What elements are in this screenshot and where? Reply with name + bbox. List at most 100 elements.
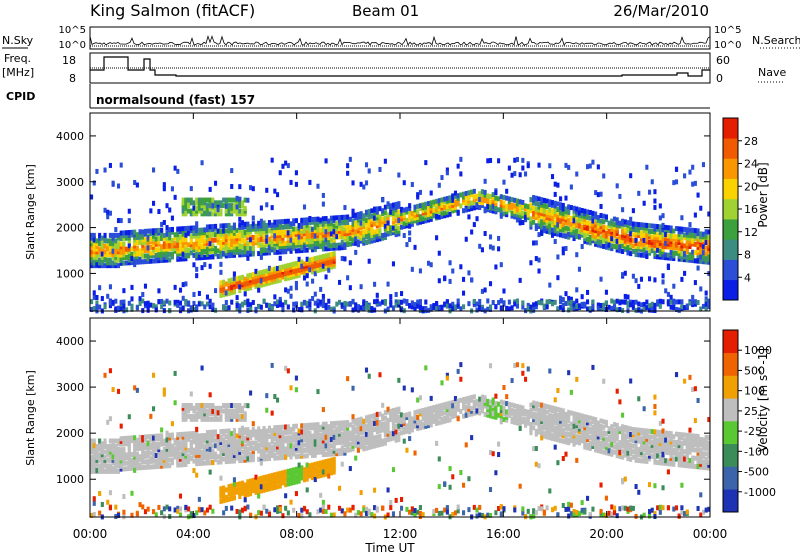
power-cell <box>483 192 487 198</box>
power-cell <box>332 231 336 237</box>
velocity-cell <box>276 397 280 403</box>
velocity-cell <box>354 418 358 424</box>
power-cell <box>254 223 258 229</box>
power-cell <box>421 205 425 211</box>
velocity-cell <box>251 477 255 483</box>
power-cell <box>246 224 250 230</box>
power-cell <box>138 259 142 265</box>
velocity-cell <box>178 493 183 499</box>
power-cell <box>691 233 695 239</box>
power-cell <box>375 215 379 221</box>
velocity-cell <box>297 468 301 474</box>
velocity-cell <box>246 446 250 452</box>
velocity-cell <box>281 477 285 483</box>
power-cell <box>424 218 428 224</box>
velocity-cell <box>329 443 334 449</box>
power-cell <box>100 246 104 252</box>
power-cell <box>168 235 172 241</box>
power-cell <box>98 252 102 258</box>
power-cell <box>152 229 156 235</box>
power-cell <box>426 206 431 212</box>
velocity-cell <box>249 512 253 518</box>
power-cell <box>701 303 706 309</box>
power-cell <box>688 238 692 244</box>
power-cell <box>143 259 148 265</box>
power-cell <box>173 243 177 249</box>
power-cell <box>631 226 635 232</box>
power-cell <box>586 214 590 220</box>
power-cell <box>486 298 490 304</box>
power-cell <box>666 291 670 297</box>
power-cell <box>305 222 309 228</box>
power-cell <box>267 270 272 276</box>
power-cell <box>343 256 347 262</box>
velocity-cell <box>338 448 342 454</box>
velocity-cell <box>359 430 363 436</box>
power-cell <box>200 246 204 252</box>
velocity-cell <box>195 414 199 420</box>
velocity-cell <box>286 440 290 446</box>
power-cell <box>257 229 261 235</box>
power-cell <box>348 301 352 307</box>
velocity-cell <box>111 444 115 450</box>
velocity-cell <box>232 433 236 439</box>
velocity-cell <box>243 492 247 498</box>
power-cell <box>356 239 360 245</box>
velocity-cell <box>278 438 282 444</box>
power-cell <box>467 204 471 210</box>
power-cell <box>292 226 296 232</box>
power-cell <box>197 233 201 239</box>
velocity-cell <box>230 488 234 494</box>
power-cell <box>106 252 110 258</box>
power-cell <box>567 307 571 313</box>
velocity-cell <box>205 443 210 449</box>
velocity-cell <box>364 367 369 373</box>
power-cell <box>680 299 684 305</box>
velocity-cell <box>138 465 142 471</box>
power-cell <box>648 307 652 313</box>
power-cell <box>119 247 123 253</box>
velocity-cell <box>262 428 266 434</box>
power-cell <box>327 218 331 224</box>
velocity-cell <box>278 430 282 436</box>
power-cell <box>400 216 404 222</box>
power-cell <box>308 225 312 231</box>
power-cell <box>227 290 231 296</box>
power-cell <box>308 267 312 273</box>
velocity-cell <box>267 478 272 484</box>
power-cell <box>98 260 102 266</box>
velocity-cell <box>276 425 280 431</box>
power-cell <box>567 164 571 170</box>
power-cell <box>111 252 115 258</box>
velocity-cell <box>249 432 253 438</box>
velocity-cell <box>165 449 169 455</box>
power-cell <box>108 246 112 252</box>
velocity-cell <box>111 438 115 444</box>
power-cell <box>429 200 433 206</box>
power-cell <box>133 251 137 257</box>
power-cell <box>410 213 414 219</box>
velocity-cell <box>367 442 371 448</box>
power-cell <box>119 244 123 250</box>
power-cell <box>553 203 557 209</box>
power-cell <box>373 232 377 238</box>
velocity-cell <box>173 400 177 406</box>
power-cell <box>564 220 568 226</box>
power-cell <box>232 281 236 287</box>
power-cell <box>607 228 611 234</box>
velocity-cell <box>154 512 158 518</box>
power-cell <box>486 193 490 199</box>
power-cell <box>359 230 363 236</box>
velocity-cell <box>319 462 323 468</box>
power-cell <box>378 230 382 236</box>
velocity-cell <box>154 441 158 447</box>
power-cell <box>284 229 288 235</box>
power-cell <box>219 211 223 217</box>
power-cell <box>243 300 247 306</box>
velocity-cell <box>227 453 231 459</box>
velocity-cell <box>316 433 320 439</box>
power-cell <box>311 217 315 222</box>
velocity-cell <box>316 468 320 474</box>
velocity-cell <box>197 455 201 461</box>
power-cell <box>351 240 355 246</box>
